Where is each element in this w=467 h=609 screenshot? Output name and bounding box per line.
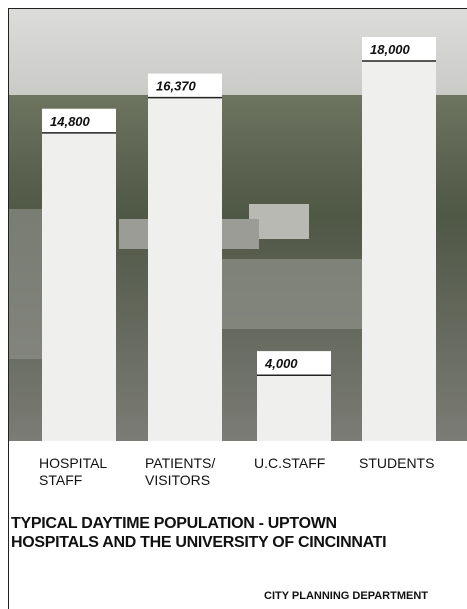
x-tick-label: PATIENTS/ VISITORS [145,455,235,489]
value-label: 14,800 [50,114,91,129]
bar [42,109,116,441]
value-label: 18,000 [370,42,411,57]
photo-street [219,259,369,329]
title-line: HOSPITALS AND THE UNIVERSITY OF CINCINNA… [11,534,386,552]
bar [148,74,222,441]
value-label: 4,000 [264,356,298,371]
x-tick-label: HOSPITAL STAFF [39,455,129,489]
chart: 14,800 16,370 4,000 18,000 [9,9,467,441]
x-tick-label: U.C.STAFF [254,455,344,472]
bar [362,37,436,441]
source: CITY PLANNING DEPARTMENT [264,590,428,602]
x-tick-label: STUDENTS [359,455,449,472]
page: 14,800 16,370 4,000 18,000 TYPICAL DAYTIME … [0,0,467,609]
title-line: TYPICAL DAYTIME POPULATION - UPTOWN [11,515,337,533]
value-label: 16,370 [156,79,197,94]
